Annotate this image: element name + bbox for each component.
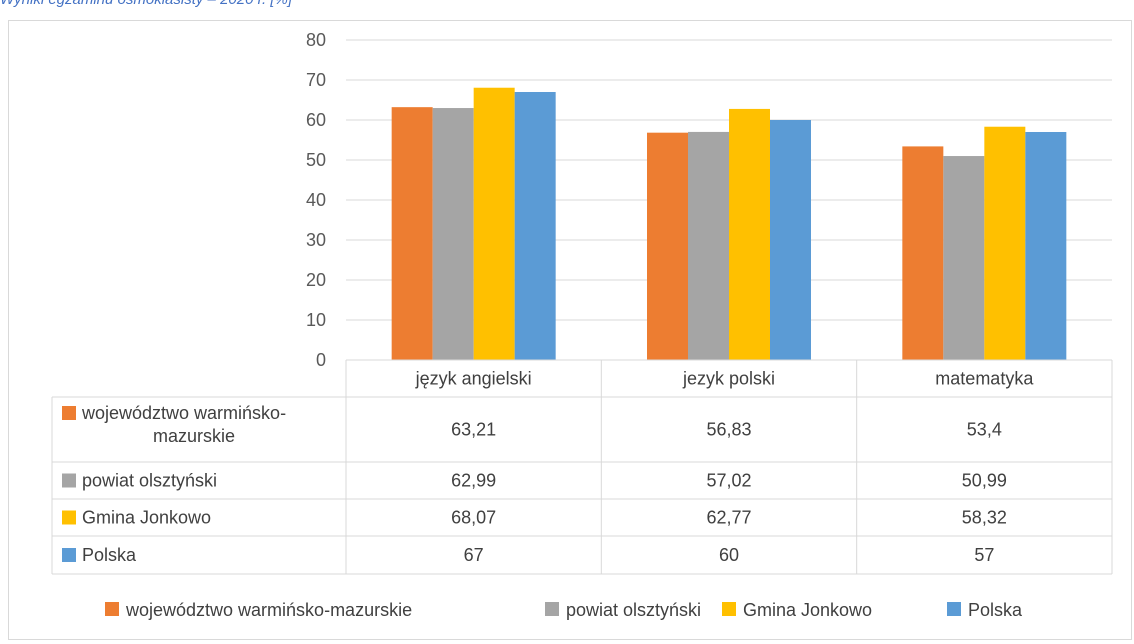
bar [729, 108, 770, 360]
bar [984, 126, 1026, 360]
y-tick-label: 70 [306, 70, 326, 90]
bar [1025, 132, 1067, 360]
table-row-label: powiat olsztyński [82, 471, 217, 491]
legend-swatch [545, 602, 559, 616]
y-tick-label: 20 [306, 270, 326, 290]
y-tick-label: 60 [306, 110, 326, 130]
data-label: 62,99 [451, 471, 496, 491]
table-row-label: województwo warmińsko- [81, 403, 286, 423]
x-category-label: język angielski [415, 369, 532, 389]
data-label: 67 [464, 545, 484, 565]
bar [647, 132, 688, 360]
y-tick-label: 10 [306, 310, 326, 330]
data-label: 50,99 [962, 471, 1007, 491]
table-legend-key [62, 510, 76, 525]
chart-frame [8, 20, 1132, 640]
data-label: 60 [719, 545, 739, 565]
data-label: 68,07 [451, 508, 496, 528]
data-label: 53,4 [967, 420, 1002, 440]
legend-label: Polska [968, 600, 1023, 620]
bar [688, 131, 729, 360]
legend-label: powiat olsztyński [566, 600, 701, 620]
table-legend-key [62, 406, 76, 420]
table-legend-key [62, 473, 76, 488]
table-row-label: mazurskie [153, 426, 235, 446]
data-label: 62,77 [706, 508, 751, 528]
chart-caption: Wyniki egzaminu ósmoklasisty – 2020 r. [… [0, 0, 292, 8]
legend-swatch [947, 602, 961, 616]
y-tick-label: 80 [306, 30, 326, 50]
bar [514, 92, 556, 360]
y-tick-label: 0 [316, 350, 326, 370]
bar [391, 107, 433, 360]
legend-label: województwo warmińsko-mazurskie [125, 600, 412, 620]
y-tick-label: 50 [306, 150, 326, 170]
bar [473, 87, 515, 360]
data-label: 57 [974, 545, 994, 565]
legend-swatch [105, 602, 119, 616]
bar [902, 146, 944, 360]
table-row-label: Gmina Jonkowo [82, 508, 211, 528]
x-category-label: jezyk polski [682, 369, 775, 389]
legend-swatch [722, 602, 736, 616]
legend-label: Gmina Jonkowo [743, 600, 872, 620]
y-tick-label: 30 [306, 230, 326, 250]
bar [432, 108, 474, 360]
y-tick-label: 40 [306, 190, 326, 210]
data-label: 57,02 [706, 471, 751, 491]
data-label: 56,83 [706, 420, 751, 440]
x-category-label: matematyka [935, 369, 1034, 389]
data-label: 63,21 [451, 420, 496, 440]
table-legend-key [62, 548, 76, 562]
data-label: 58,32 [962, 508, 1007, 528]
bar [770, 120, 811, 360]
bar [943, 156, 985, 360]
table-row-label: Polska [82, 545, 137, 565]
